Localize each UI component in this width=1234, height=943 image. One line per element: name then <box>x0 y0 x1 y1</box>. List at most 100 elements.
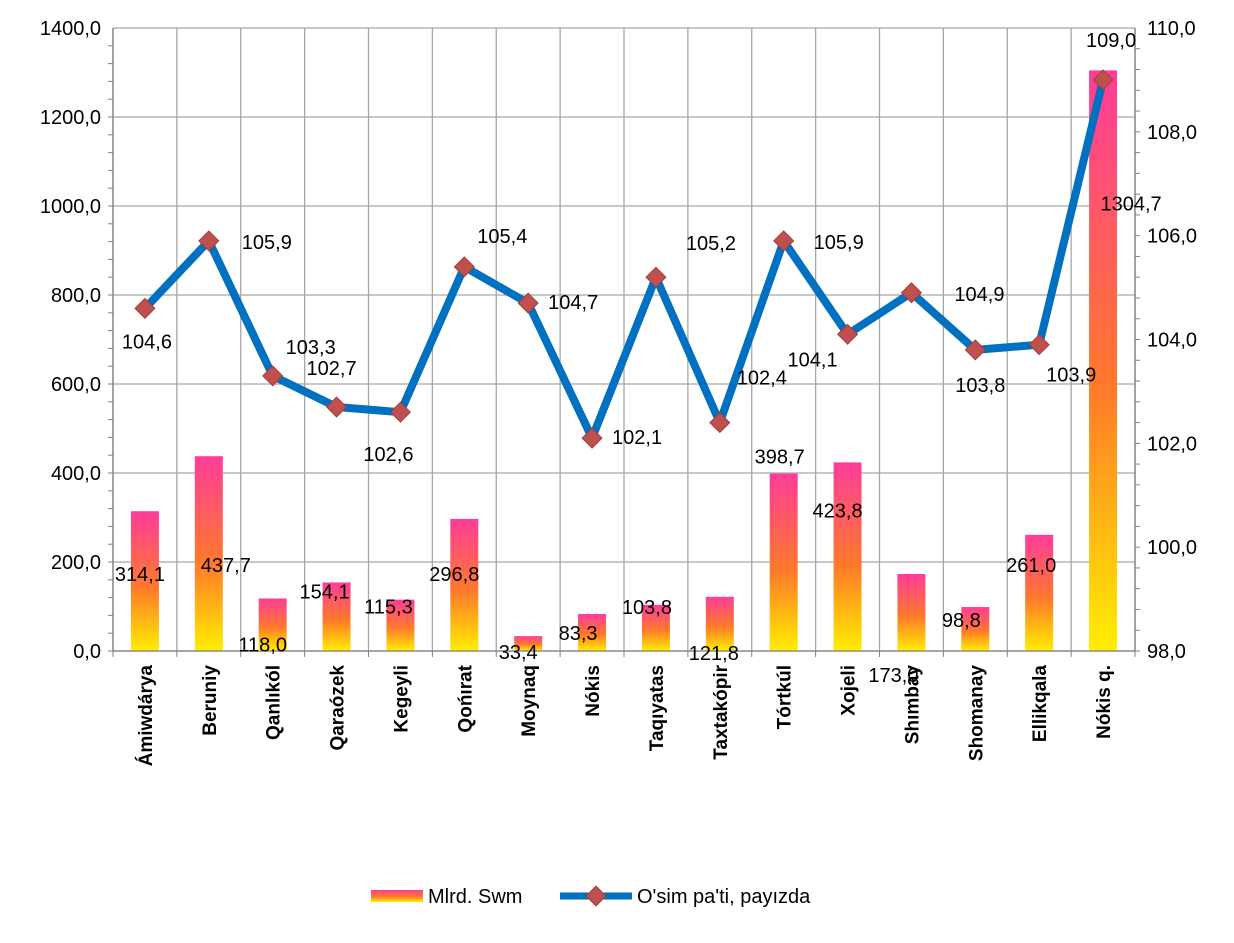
bar <box>641 604 670 651</box>
bar <box>130 511 159 651</box>
line-marker <box>900 282 923 304</box>
line-data-label: 104,9 <box>954 284 1004 306</box>
bar <box>258 598 287 651</box>
y-tick-label: 1000,0 <box>40 196 101 218</box>
axes: 0,0 200,0 400,0 600,0 800,0 1000,0 1200,0 1400,… <box>40 18 1197 766</box>
x-tick-label: Shomanay <box>966 665 987 762</box>
line-data-label: 105,9 <box>814 232 864 254</box>
line-data-label: 104,6 <box>122 331 172 353</box>
line-data-label: 105,9 <box>242 232 292 254</box>
bar-data-label: 314,1 <box>115 564 165 586</box>
y-tick-label: 0,0 <box>73 641 101 663</box>
bar <box>514 636 543 651</box>
bar-data-label: 103,8 <box>622 597 672 619</box>
bar-series <box>130 70 1118 651</box>
y-tick-label: 600,0 <box>51 374 101 396</box>
bar-data-label: 98,8 <box>942 610 981 632</box>
legend-line-marker <box>585 885 607 907</box>
bar <box>386 599 415 651</box>
y2-tick-label: 108,0 <box>1147 122 1197 144</box>
legend: Mlrd. Swm O'sim pa'ti, payızda <box>371 885 811 908</box>
line-data-label: 104,1 <box>788 349 838 371</box>
line-marker <box>134 297 156 319</box>
y2-tick-label: 104,0 <box>1147 330 1197 352</box>
y-tick-label: 400,0 <box>51 463 101 485</box>
bar-data-label: 423,8 <box>813 500 863 522</box>
x-tick-label: Kegeyli <box>391 665 412 733</box>
line-marker <box>709 411 731 434</box>
bar <box>322 582 351 651</box>
line-path <box>140 75 1108 443</box>
line-data-label: 102,1 <box>612 427 662 449</box>
bar-data-label: 398,7 <box>755 447 805 469</box>
line-data-label: 102,4 <box>737 368 787 390</box>
y-tick-label: 200,0 <box>51 552 101 574</box>
bar-data-label: 1304,7 <box>1100 193 1161 215</box>
line-marker <box>453 256 475 278</box>
bar <box>705 596 734 651</box>
line-data-label: 103,3 <box>286 337 336 359</box>
bar-data-label: 261,0 <box>1006 555 1056 577</box>
x-tick-label: Ellikqala <box>1030 665 1051 743</box>
y2-tick-label: 98,0 <box>1147 641 1186 663</box>
x-tick-label: Ámiwdárya <box>135 665 157 767</box>
x-tick-label: Taxtakópir <box>711 664 732 759</box>
x-tick-label: Qaraózek <box>328 665 349 751</box>
bar-data-label: 115,3 <box>364 597 413 619</box>
line-data-label: 102,6 <box>363 444 413 466</box>
bar-data-label: 121,8 <box>689 643 739 665</box>
line-marker <box>645 266 667 288</box>
y2-tick-label: 100,0 <box>1147 537 1197 559</box>
y2-tick-label: 106,0 <box>1147 226 1197 248</box>
line-data-label: 103,9 <box>1046 365 1096 387</box>
bar-data-label: 173,0 <box>868 665 918 687</box>
line-data-label: 102,7 <box>307 358 357 380</box>
legend-bar-label: Mlrd. Swm <box>428 886 522 908</box>
x-tick-label: Nókis q. <box>1094 665 1115 739</box>
bar-data-label: 118,0 <box>238 634 287 656</box>
line-marker <box>198 230 220 252</box>
y-tick-label: 1200,0 <box>40 107 101 129</box>
bar-data-label: 154,1 <box>300 581 350 603</box>
x-tick-label: Xojeli <box>839 665 860 716</box>
bar <box>833 462 862 651</box>
bar <box>1025 534 1054 651</box>
x-tick-label: Taqıyatas <box>647 665 668 751</box>
x-tick-label: Beruniy <box>200 665 221 736</box>
line-series <box>134 69 1114 449</box>
x-tick-label: Nókis <box>583 665 604 717</box>
line-marker <box>325 396 348 418</box>
line-marker <box>836 323 859 345</box>
bar-data-label: 296,8 <box>429 564 479 586</box>
x-tick-label: Tórtkúl <box>775 665 796 729</box>
data-labels: 314,1 437,7 118,0 154,1 115,3 296,8 33,4 83,3 10… <box>115 30 1162 687</box>
bar-data-label: 83,3 <box>559 623 598 645</box>
bar <box>897 574 926 651</box>
line-data-label: 105,4 <box>477 226 527 248</box>
line-marker <box>964 339 986 361</box>
bar-data-label: 33,4 <box>499 642 538 664</box>
x-tick-label: Qońırat <box>455 664 476 732</box>
line-marker <box>1028 334 1050 356</box>
x-tick-label: Qanlıkól <box>264 665 285 740</box>
line-marker <box>581 427 603 449</box>
line-data-label: 104,7 <box>548 292 598 314</box>
line-marker <box>517 292 539 314</box>
bar <box>194 456 223 651</box>
line-marker <box>262 365 284 387</box>
y-tick-label: 800,0 <box>51 285 101 307</box>
gridlines <box>112 27 1136 652</box>
line-marker <box>389 401 412 423</box>
y2-tick-label: 102,0 <box>1147 433 1197 455</box>
y2-tick-label: 110,0 <box>1147 18 1196 40</box>
legend-line-label: O'sim pa'ti, payızda <box>637 886 811 908</box>
bar-data-label: 437,7 <box>201 555 251 577</box>
line-data-label: 109,0 <box>1086 30 1136 52</box>
x-tick-label: Shımbay <box>902 665 923 745</box>
bar <box>578 613 607 651</box>
bar <box>961 607 990 651</box>
line-data-label: 105,2 <box>686 233 736 255</box>
x-tick-label: Moynaq <box>519 665 540 737</box>
line-marker <box>773 230 795 252</box>
line-data-label: 103,8 <box>955 375 1005 397</box>
